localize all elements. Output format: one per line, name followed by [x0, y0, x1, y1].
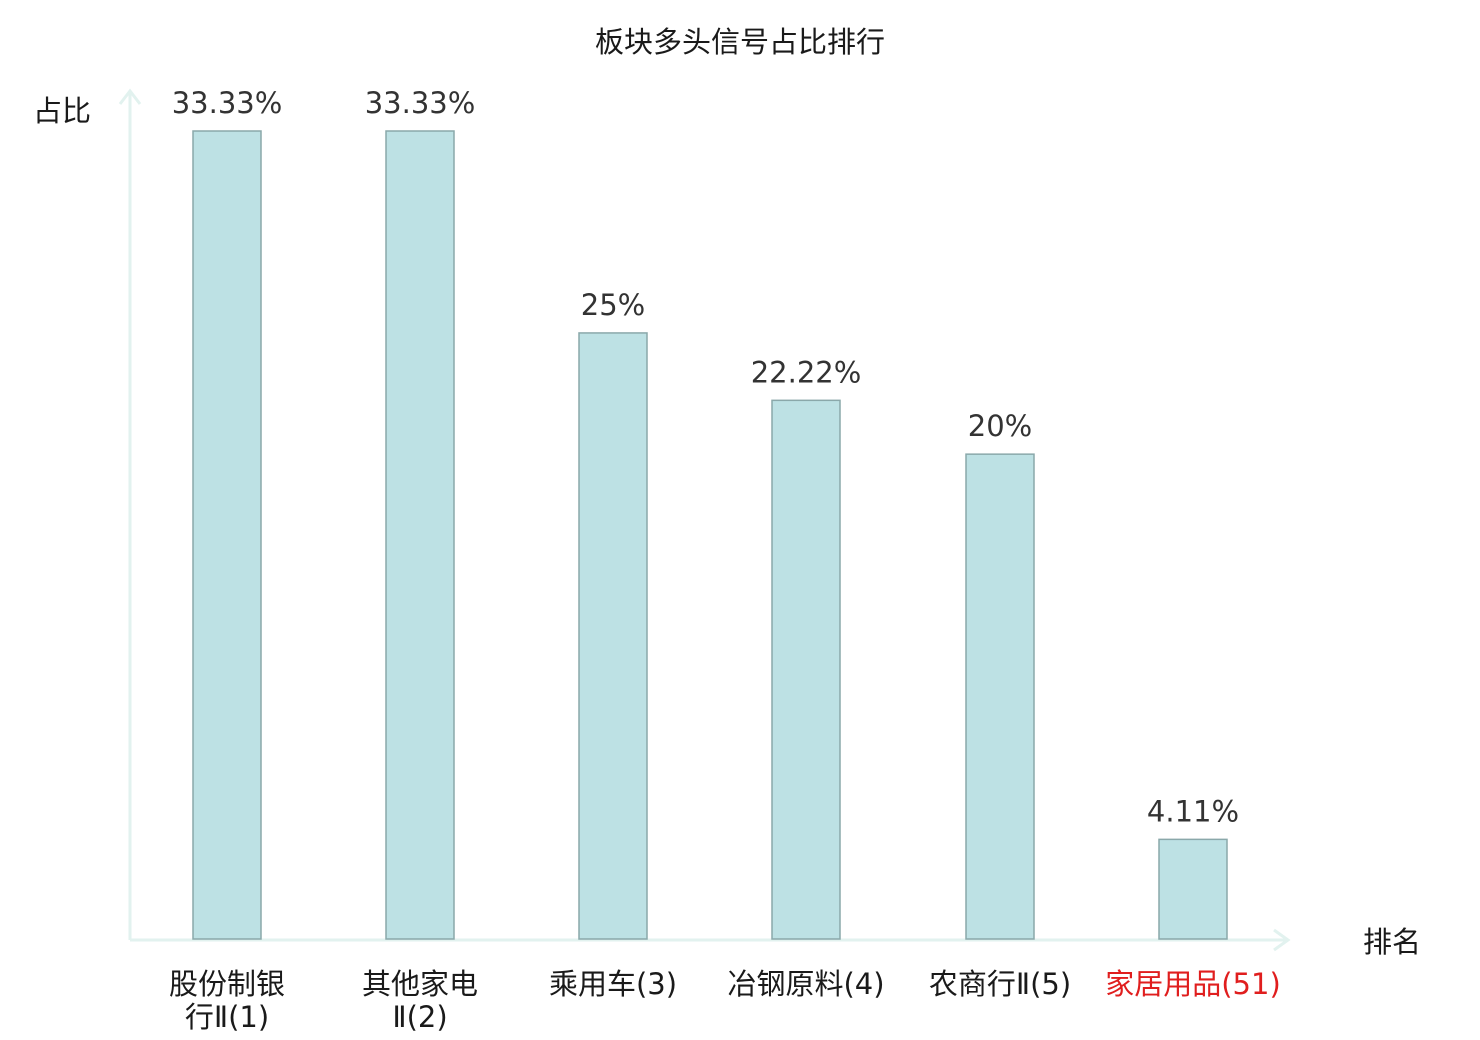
x-axis-arrow [1273, 928, 1291, 952]
category-label-2-line-2: Ⅱ(2) [392, 1000, 447, 1034]
x-axis-label: 排名 [1363, 925, 1421, 959]
value-label-1: 33.33% [172, 86, 283, 120]
category-label-6: 家居用品(51) [1105, 967, 1281, 1001]
category-label-1-line-1: 股份制银 [169, 967, 285, 1001]
y-axis-arrow [118, 88, 142, 105]
bar-5 [965, 453, 1035, 940]
category-label-1-line-2: 行Ⅱ(1) [185, 1000, 269, 1034]
bar-1 [192, 130, 262, 940]
y-axis-label: 占比 [33, 94, 91, 128]
bars-group [192, 130, 1228, 940]
value-label-2: 33.33% [365, 86, 476, 120]
bar-3 [578, 332, 648, 940]
category-label-4: 冶钢原料(4) [727, 967, 884, 1001]
value-label-5: 20% [968, 409, 1032, 443]
value-label-3: 25% [581, 288, 645, 322]
value-label-4: 22.22% [751, 355, 862, 389]
value-labels-group: 33.33% 33.33% 25% 22.22% 20% 4.11% [172, 86, 1239, 828]
category-label-2-line-1: 其他家电 [362, 967, 478, 1001]
category-label-5: 农商行Ⅱ(5) [929, 967, 1071, 1001]
bar-4 [771, 399, 841, 940]
axes [118, 88, 1291, 952]
chart-title: 板块多头信号占比排行 [595, 25, 885, 59]
bar-2 [385, 130, 455, 940]
bar-6 [1158, 838, 1228, 940]
category-label-3: 乘用车(3) [549, 967, 677, 1001]
value-label-6: 4.11% [1147, 794, 1239, 828]
